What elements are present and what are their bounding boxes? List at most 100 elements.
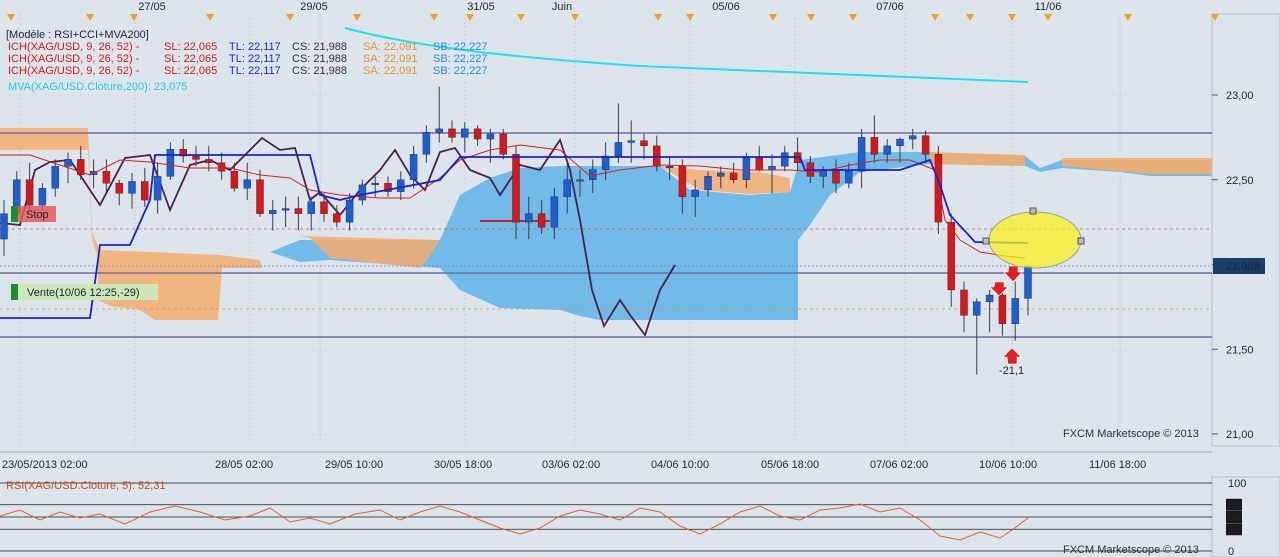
candle [25,162,34,211]
legend-entry: SL: 22,065 [164,53,217,65]
candle-body [665,165,674,168]
candle [525,196,533,240]
candle [845,162,853,189]
rsi-tick-bg [1226,498,1242,511]
candle-body [729,172,738,180]
candle [947,213,955,307]
price-tick-label: 22,50 [1226,175,1254,187]
candle-body [653,145,661,167]
candle-body [345,199,354,223]
candle-body [281,208,290,211]
candle-body [25,179,34,206]
rsi-axis-area [1211,476,1280,557]
candle-body [409,154,418,180]
candle-body [755,157,763,170]
top-date-label: 31/05 [467,1,495,13]
bottom-date-axis: 23/05/2013 02:00 28/05 02:00 29/05 10:00 30… [0,451,1212,471]
session-marker [654,14,662,21]
candle [51,159,59,197]
template-label: [Modèle : RSI+CCI+MVA200] [6,29,149,41]
ellipse-handle [1029,207,1037,215]
legend-entry: SL: 22,065 [164,41,217,53]
candle-body [358,184,367,201]
legend-entry: SA: 22,091 [363,53,417,65]
candle-body [973,301,981,316]
candle-body [128,181,136,194]
candle-body [960,289,968,316]
candle-body [576,179,584,182]
candle [384,176,392,197]
candle-body [614,142,623,157]
candle-body [512,154,520,223]
cloud-blue-segment [270,152,1212,320]
sell-marker[interactable]: Vente(10/06 12:25,-29) [11,284,158,300]
overlays [982,207,1085,365]
candle [166,142,175,180]
candle-body [307,201,315,214]
session-marker [130,14,138,21]
candle [77,145,85,180]
candle-body [909,135,917,140]
candle [896,137,904,163]
ellipse-handle [982,237,990,245]
bottom-date-label: 30/05 18:00 [434,459,492,471]
session-marker [517,14,525,21]
candle [857,128,866,189]
price-tick-label: 21,00 [1226,429,1254,441]
candle [627,120,635,163]
top-date-label: 05/06 [712,1,740,13]
candle [141,167,149,207]
session-marker [466,14,474,21]
candle-body [230,171,239,189]
candle-body [947,221,955,291]
cci-line [0,136,676,337]
candle [422,125,431,163]
candle [230,162,239,192]
candle-body [704,176,712,191]
top-date-label: 27/05 [138,1,166,13]
candle-body [51,165,59,189]
bottom-date-label: 07/06 02:00 [870,459,928,471]
rsi-tick-label: 100 [1228,478,1246,490]
price-axis-area [1211,13,1280,447]
candle-body [397,179,405,192]
candle-body [269,210,277,214]
candle-body [435,128,443,133]
candle [320,193,328,223]
candle-body [870,137,879,155]
top-date-axis: 27/05 29/05 31/05 Juin 05/06 07/06 11/06 [7,1,1219,21]
watermark: FXCM Marketscope © 2013 [1063,428,1199,440]
candle [269,200,277,231]
session-marker [353,14,361,21]
legend-entry: CS: 21,988 [292,65,347,77]
mva200-line [344,27,1029,83]
candle [217,152,226,180]
candle-body [985,294,994,302]
legend-entry: ICH(XAG/USD, 9, 26, 52) - [8,65,140,77]
candle-body [38,188,47,206]
ellipse-handle [1077,237,1085,245]
top-date-label: Juin [552,1,572,13]
session-marker [86,14,94,21]
candle [461,122,469,153]
candle [192,145,200,167]
bottom-date-label: 23/05/2013 02:00 [2,459,88,471]
highlight-ellipse [988,211,1082,269]
bottom-date-label: 03/06 02:00 [542,459,600,471]
session-marker [849,14,857,21]
candle [358,179,367,206]
up-arrow [1002,347,1022,365]
legend-entry: CS: 21,988 [292,53,347,65]
candle [512,145,520,240]
candle [691,179,699,218]
stop-marker[interactable]: Stop [11,206,56,222]
legend-entry: SA: 22,091 [363,65,417,77]
session-marker [1124,14,1132,21]
current-price-label: 21,988 [1226,261,1260,273]
legend-entry: ICH(XAG/USD, 9, 26, 52) - [8,53,140,65]
candle-body [115,182,123,194]
candle-body [627,140,635,143]
session-marker [1044,14,1052,21]
